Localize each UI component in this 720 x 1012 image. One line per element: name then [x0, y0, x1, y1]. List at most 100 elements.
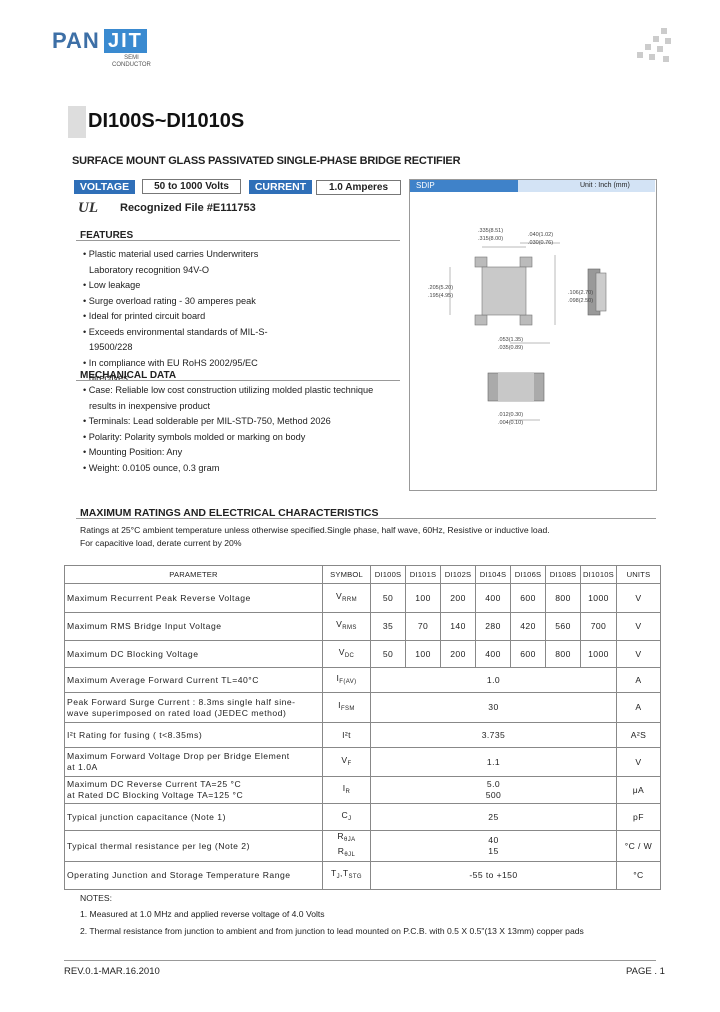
symbol-cell: TJ,TSTG [322, 861, 371, 890]
symbol-base: C [341, 809, 349, 820]
dimension: .035(0.89) [498, 345, 524, 351]
symbol-base: V [338, 646, 345, 657]
header-cell: SYMBOL [322, 565, 371, 584]
logo-pan: PAN [52, 28, 100, 53]
value-cell: 30 [370, 692, 617, 723]
package-drawing [449, 242, 607, 421]
symbol-line: RθJA [325, 831, 368, 846]
symbol-base: R [337, 846, 345, 856]
symbol-cell: VRRM [322, 583, 371, 613]
value-line: 1.0 [486, 674, 501, 685]
header-cell: PARAMETER [64, 565, 323, 584]
list-item: Low leakage [80, 278, 290, 294]
parameter-line: at 1.0A [67, 762, 98, 772]
unit-cell: A [615, 692, 661, 723]
badge-label: CURRENT [249, 180, 312, 194]
value-cell: 800 [545, 583, 581, 613]
parameter-cell: Maximum DC Reverse Current TA=25 °C at Ra… [64, 776, 323, 804]
parameter-line: Maximum Recurrent Peak Reverse Voltage [67, 592, 251, 603]
value-cell: 5.0 500 [370, 776, 617, 804]
note: 2. Thermal resistance from junction to a… [80, 926, 584, 936]
value-cell: 70 [405, 612, 441, 641]
symbol-sub: RMS [342, 625, 357, 631]
symbol-line: I²t [325, 730, 368, 741]
symbol-base: I [342, 782, 346, 793]
recognized: Recognized File #E111753 [120, 202, 256, 214]
package-unit: Unit : Inch (mm) [580, 182, 630, 189]
table-row: Peak Forward Surge Current : 8.3ms singl… [64, 692, 661, 723]
value-cell: 25 [370, 803, 617, 831]
parameter-line: Maximum DC Blocking Voltage [67, 648, 199, 659]
logo-line: CONDUCTOR [112, 62, 151, 68]
unit-cell: V [615, 612, 661, 641]
section-title: MAXIMUM RATINGS AND ELECTRICAL CHARACTER… [80, 507, 379, 519]
notes-title: NOTES: [80, 893, 112, 903]
list-item: Case: Reliable low cost construction uti… [80, 383, 398, 414]
value-line: 1.1 [486, 756, 501, 767]
parameter-cell: Typical thermal resistance per leg (Note… [64, 830, 323, 862]
symbol-sub: R [345, 788, 351, 795]
value-cell: 1.1 [370, 747, 617, 777]
value-cell: 280 [475, 612, 511, 641]
value-cell: 200 [440, 640, 476, 668]
list-item: Polarity: Polarity symbols molded or mar… [80, 430, 398, 446]
dimension: .040(1.02) [528, 232, 554, 238]
symbol-base: V [336, 619, 343, 629]
note: 1. Measured at 1.0 MHz and applied rever… [80, 909, 325, 919]
unit-cell: pF [615, 803, 661, 831]
symbol-base: I²t [342, 729, 351, 740]
parameter-line: I²t Rating for fusing ( t<8.35ms) [67, 729, 203, 740]
ratings-note: For capacitive load, derate current by 2… [80, 538, 242, 548]
dimension: .053(1.35) [498, 337, 524, 343]
value-line: 3.735 [481, 729, 506, 740]
list-item: Plastic material used carries Underwrite… [80, 247, 290, 278]
title-marker [68, 106, 86, 138]
logo-line: SEMI [124, 55, 139, 61]
table-row: Typical thermal resistance per leg (Note… [64, 830, 661, 862]
value-cell: 50 [370, 583, 406, 613]
parameter-line: Typical thermal resistance per leg (Note… [67, 840, 250, 851]
dimension: .335(8.51) [478, 228, 504, 234]
value-line: 25 [488, 811, 499, 822]
section-heading: MECHANICAL DATA [76, 365, 400, 381]
symbol-sub: RRM [342, 596, 357, 603]
dimension: .315(8.00) [478, 236, 504, 242]
value-cell: 420 [510, 612, 546, 641]
value-line: 5.0 [486, 779, 501, 789]
value-cell: 100 [405, 583, 441, 613]
value-cell: 560 [545, 612, 581, 641]
symbol-base: V [341, 754, 348, 765]
value-cell: 35 [370, 612, 406, 641]
symbol-line: IR [325, 783, 368, 798]
header-cell: DI106S [510, 565, 546, 584]
header-cell: DI102S [440, 565, 476, 584]
value-cell: 50 [370, 640, 406, 668]
ratings-note: Ratings at 25°C ambient temperature unle… [80, 525, 550, 535]
logo-sub: SEMI CONDUCTOR [112, 55, 151, 69]
table-row: Typical junction capacitance (Note 1) CJ 2… [64, 803, 661, 831]
value-cell: 700 [580, 612, 617, 641]
header-cell: DI104S [475, 565, 511, 584]
parameter-line: Maximum DC Reverse Current TA=25 °C [67, 779, 242, 789]
badge-value: 1.0 Amperes [316, 180, 401, 195]
parameter-cell: Maximum RMS Bridge Input Voltage [64, 612, 323, 641]
value-cell: 1000 [580, 583, 617, 613]
dimension: .098(2.50) [568, 298, 594, 304]
parameter-cell: Typical junction capacitance (Note 1) [64, 803, 323, 831]
unit-cell: V [615, 640, 661, 668]
parameter-line: at Rated DC Blocking Voltage TA=125 °C [67, 790, 244, 800]
symbol-sub: θJL [344, 852, 356, 858]
symbol-base: I [338, 700, 341, 710]
parameter-cell: Maximum Average Forward Current TL=40°C [64, 667, 323, 693]
symbol-sub: F [347, 760, 352, 767]
unit-cell: A [615, 667, 661, 693]
list-item: Ideal for printed circuit board [80, 309, 290, 325]
symbol-sub: STG [348, 874, 363, 880]
unit-cell: °C [615, 861, 661, 890]
value-line: 40 [488, 835, 499, 845]
symbol-sub: FSM [340, 706, 355, 712]
ratings-table: PARAMETER SYMBOL DI100S DI101S DI102S DI104S D… [64, 565, 661, 890]
section-title: MECHANICAL DATA [80, 370, 177, 381]
parameter-cell: Peak Forward Surge Current : 8.3ms singl… [64, 692, 323, 723]
dimension: .205(5.20) [428, 285, 454, 291]
